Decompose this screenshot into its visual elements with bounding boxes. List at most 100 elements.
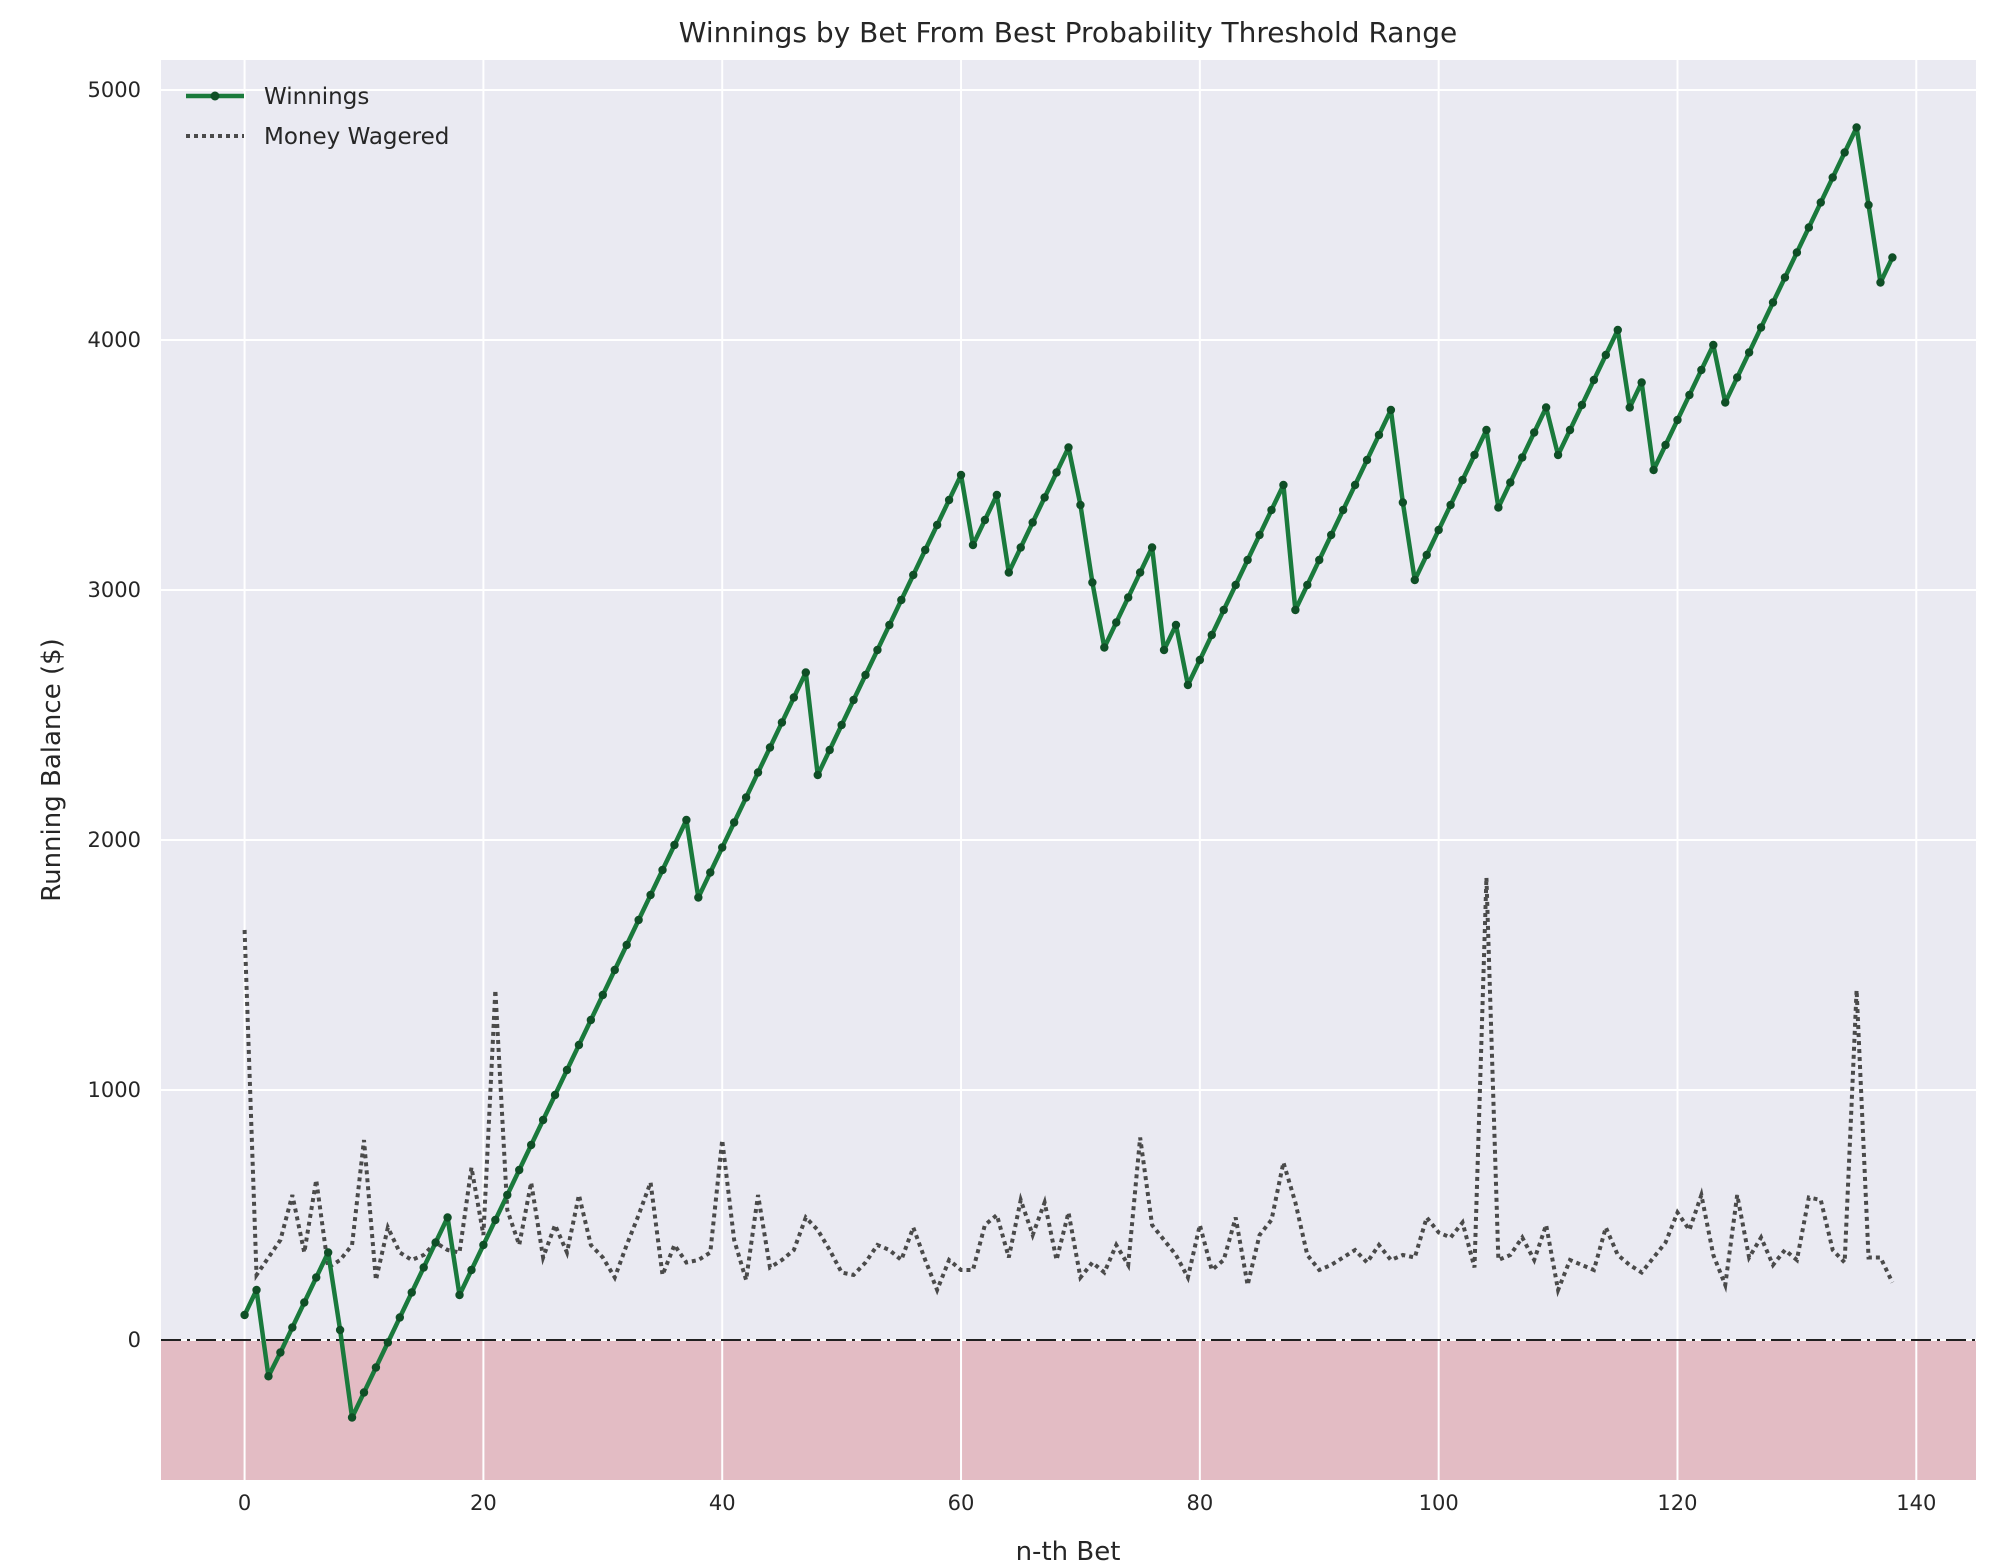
winnings-point [646,890,655,900]
x-tick-label: 140 [1896,1491,1936,1515]
winnings-point [622,940,631,950]
winnings-point [1613,325,1622,335]
winnings-point [1088,578,1097,587]
winnings-point [1470,450,1479,460]
grid-lines [161,60,1976,1480]
y-axis-label: Running Balance ($) [37,638,67,902]
winnings-point [849,695,858,705]
x-tick-label: 60 [948,1491,975,1515]
winnings-point [1876,278,1885,287]
winnings-point [1458,475,1467,485]
y-tick-label: 2000 [88,828,141,852]
winnings-point [347,1413,357,1422]
winnings-point [1816,198,1825,207]
winnings-point [264,1372,273,1381]
winnings-point [777,718,787,727]
winnings-point [992,490,1002,500]
winnings-point [897,595,906,605]
winnings-point [1303,580,1312,590]
winnings-point [1864,200,1873,210]
winnings-point [300,1298,309,1307]
winnings-point [1016,543,1025,552]
winnings-point [1589,375,1599,385]
x-tick-label: 20 [470,1491,497,1515]
legend: Winnings Money Wagered [186,84,449,150]
legend-winnings-marker [210,91,220,101]
winnings-point [1171,620,1181,630]
winnings-point [1482,425,1491,435]
x-tick-label: 40 [709,1491,736,1515]
winnings-point [1756,323,1766,332]
winnings-point [1577,400,1587,410]
winnings-point [1243,555,1252,565]
winnings-point [1661,440,1670,450]
winnings-point [419,1263,428,1272]
winnings-point [431,1238,440,1247]
winnings-point [1685,390,1694,400]
winnings-point [1721,398,1730,407]
x-tick-label: 80 [1186,1491,1213,1515]
y-tick-label: 4000 [88,328,141,352]
winnings-point [467,1265,476,1275]
x-tick-label: 120 [1657,1491,1697,1515]
x-axis-label: n-th Bet [1016,1537,1121,1566]
winnings-point [1709,340,1718,350]
winnings-point [1112,618,1121,627]
winnings-point [312,1273,321,1282]
winnings-point [909,570,918,580]
winnings-point [538,1115,548,1125]
winnings-point [658,865,667,875]
winnings-point [956,470,966,480]
winnings-point [1135,568,1145,577]
x-tick-label: 0 [238,1491,251,1515]
winnings-point [813,770,822,780]
winnings-point [1362,455,1372,465]
winnings-point [1326,530,1336,540]
winnings-point [634,915,643,925]
winnings-point [670,840,679,850]
winnings-point [682,815,691,825]
winnings-point [1076,500,1085,510]
winnings-point [1553,450,1563,460]
winnings-point [323,1248,333,1257]
winnings-point [861,670,870,680]
winnings-point [1255,530,1264,540]
winnings-point [252,1285,261,1295]
winnings-point [1494,503,1503,512]
plot-background [161,60,1976,1480]
winnings-point [1219,605,1228,615]
winnings-point [1541,403,1551,412]
winnings-point [1267,505,1276,515]
winnings-point [1147,543,1157,552]
winnings-point [491,1215,500,1225]
winnings-point [1828,173,1837,182]
winnings-point [1852,123,1861,132]
winnings-point [825,745,834,755]
winnings-point [1601,350,1611,360]
winnings-point [455,1290,464,1300]
winnings-point [718,843,727,852]
winnings-point [550,1090,560,1100]
winnings-point [1792,248,1802,257]
legend-wagered-label: Money Wagered [264,124,449,150]
winnings-point [1040,493,1049,502]
winnings-point [515,1165,524,1175]
winnings-point [586,1015,596,1025]
winnings-point [1780,273,1790,282]
winnings-point [968,540,978,550]
winnings-point [921,545,930,555]
winnings-point [479,1240,488,1250]
winnings-point [371,1363,381,1372]
y-tick-label: 5000 [88,78,141,102]
winnings-point [1518,453,1527,462]
winnings-point [1207,630,1216,640]
negative-balance-region [161,1340,1976,1480]
winnings-point [1052,468,1061,477]
winnings-point [694,893,703,902]
winnings-point [1100,643,1109,652]
winnings-point [598,990,608,1000]
winnings-point [1732,373,1742,382]
winnings-point [1374,430,1384,440]
winnings-point [1386,405,1396,415]
